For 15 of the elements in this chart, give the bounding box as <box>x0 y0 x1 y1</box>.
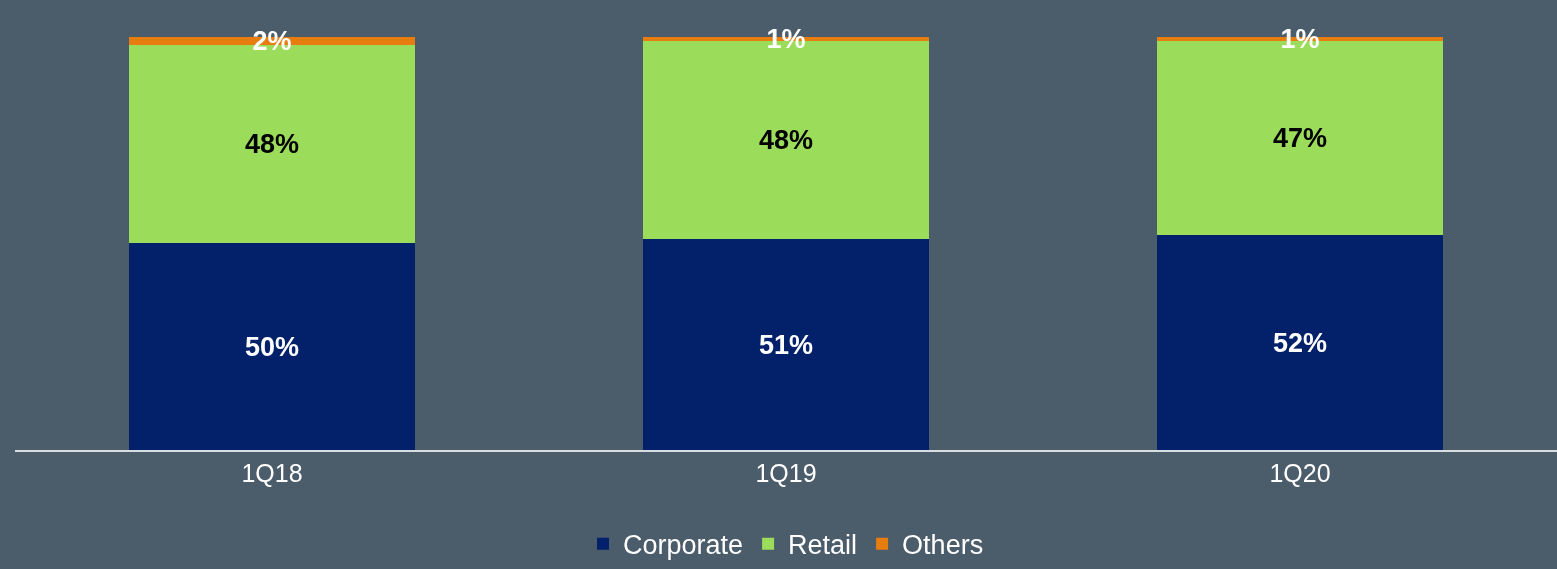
data-label: 51% <box>758 329 814 360</box>
x-tick-label: 1Q19 <box>755 459 817 487</box>
bar <box>643 239 929 450</box>
bar <box>1157 235 1443 450</box>
legend-label: Retail <box>788 530 858 561</box>
data-label: 48% <box>244 129 300 160</box>
legend-label: Corporate <box>623 530 744 561</box>
bar <box>129 243 415 450</box>
data-label: 48% <box>758 125 814 156</box>
data-label: 52% <box>1272 327 1328 358</box>
legend-label: Others <box>902 530 984 561</box>
x-tick-label: 1Q20 <box>1269 459 1331 487</box>
data-label: 47% <box>1272 122 1328 153</box>
x-tick-label: 1Q18 <box>241 459 303 487</box>
data-label: 50% <box>244 331 300 362</box>
